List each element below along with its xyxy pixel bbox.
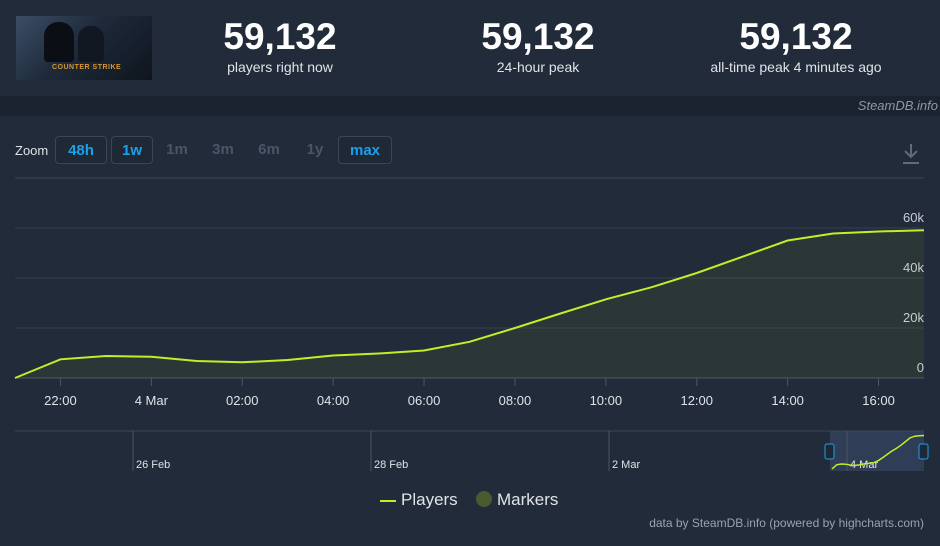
x-tick-label: 4 Mar: [135, 393, 169, 408]
zoom-1m-button[interactable]: 1m: [166, 141, 188, 158]
stat-24h-peak-value: 59,132: [481, 16, 595, 57]
navigator-label: 2 Mar: [612, 459, 640, 471]
navigator-handle-left[interactable]: [824, 443, 835, 460]
navigator-label: 28 Feb: [374, 459, 408, 471]
stat-current: 59,132 players right now: [200, 16, 360, 76]
x-tick-label: 08:00: [499, 393, 532, 408]
players-line: [14, 229, 925, 379]
logo-text: COUNTER STRIKE: [52, 64, 122, 71]
navigator-line: [831, 434, 925, 470]
zoom-1w-button[interactable]: 1w: [111, 136, 153, 164]
x-tick-label: 22:00: [44, 393, 77, 408]
stat-alltime-peak: 59,132 all-time peak 4 minutes ago: [686, 16, 906, 76]
navigator-handle-right[interactable]: [918, 443, 929, 460]
y-tick-label: 60k: [903, 210, 924, 225]
steamdb-credit-top[interactable]: SteamDB.info: [857, 98, 938, 113]
zoom-48h-button[interactable]: 48h: [55, 136, 107, 164]
stat-alltime-peak-label: all-time peak 4 minutes ago: [710, 59, 882, 75]
stat-24h-peak-label: 24-hour peak: [496, 59, 580, 75]
stat-current-label: players right now: [227, 59, 333, 75]
legend-players-swatch: [380, 499, 396, 502]
zoom-1y-button[interactable]: 1y: [306, 141, 324, 158]
navigator-label: 4 Mar: [850, 459, 878, 471]
chart-panel: [0, 116, 940, 546]
x-tick-label: 02:00: [226, 393, 259, 408]
legend-markers-swatch: [476, 491, 492, 507]
zoom-6m-button[interactable]: 6m: [258, 141, 280, 158]
x-tick-label: 10:00: [590, 393, 623, 408]
x-tick-label: 14:00: [771, 393, 804, 408]
x-tick-label: 04:00: [317, 393, 350, 408]
y-tick-label: 20k: [903, 310, 924, 325]
zoom-max-button[interactable]: max: [338, 136, 392, 164]
x-tick-label: 12:00: [680, 393, 713, 408]
stat-alltime-peak-value: 59,132: [739, 16, 853, 57]
player-count-chart[interactable]: 0 20k 40k 60k 22:00 4 Mar 02:00 04:00 06:00 08:0…: [0, 170, 940, 480]
zoom-label: Zoom: [15, 143, 49, 158]
legend-markers-label: Markers: [497, 490, 559, 509]
legend-players-label: Players: [401, 490, 458, 509]
x-tick-label: 06:00: [408, 393, 441, 408]
zoom-3m-button[interactable]: 3m: [212, 141, 234, 158]
game-logo[interactable]: COUNTER STRIKE: [16, 16, 152, 80]
navigator[interactable]: 26 Feb 28 Feb 2 Mar 4 Mar: [15, 430, 929, 471]
stat-current-value: 59,132: [223, 16, 337, 57]
stats-bar: COUNTER STRIKE 59,132 players right now …: [0, 0, 940, 96]
credit-bottom[interactable]: data by SteamDB.info (powered by highcha…: [649, 516, 924, 530]
stat-24h-peak: 59,132 24-hour peak: [458, 16, 618, 76]
y-tick-label: 40k: [903, 260, 924, 275]
navigator-label: 26 Feb: [136, 459, 170, 471]
players-area: [15, 230, 924, 378]
download-icon[interactable]: [900, 142, 922, 166]
legend-players[interactable]: Players: [380, 490, 458, 510]
legend-markers[interactable]: Markers: [476, 490, 558, 510]
x-tick-label: 16:00: [862, 393, 895, 408]
y-tick-label: 0: [917, 360, 924, 375]
